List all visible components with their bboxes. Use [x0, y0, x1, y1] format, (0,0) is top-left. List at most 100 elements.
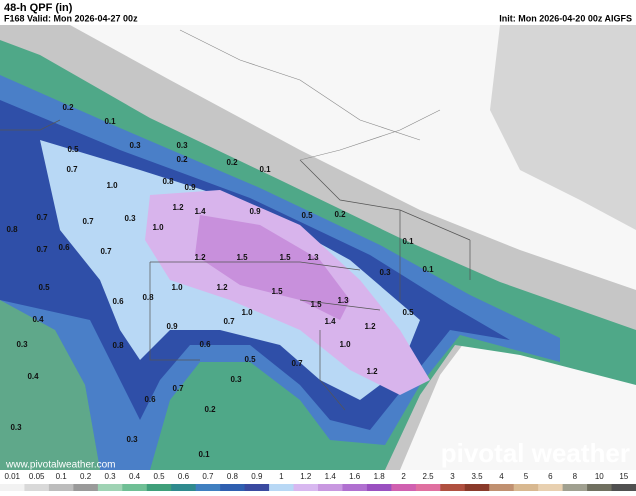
colorbar-swatch — [342, 484, 368, 491]
contour-label: 0.2 — [62, 103, 74, 112]
contour-label: 0.6 — [144, 395, 156, 404]
colorbar-swatch — [513, 484, 539, 491]
contour-label: 0.3 — [10, 423, 22, 432]
contour-label: 0.3 — [230, 375, 242, 384]
colorbar-label: 15 — [619, 472, 628, 481]
colorbar-swatch — [24, 484, 50, 491]
contour-label: 1.5 — [236, 253, 248, 262]
contour-label: 0.2 — [176, 155, 188, 164]
colorbar-swatch — [489, 484, 515, 491]
colorbar: 0.01 0.05 0.1 0.2 0.3 0.4 0.5 0.6 0.7 0.8 0.9 1 1.2 1… — [0, 472, 636, 491]
colorbar-swatch — [464, 484, 490, 491]
colorbar-label: 1.6 — [349, 472, 361, 481]
contour-label: 0.5 — [402, 308, 414, 317]
colorbar-label: 0.3 — [105, 472, 117, 481]
contour-label: 1.2 — [216, 283, 228, 292]
contour-label: 0.4 — [27, 372, 39, 381]
contour-label: 0.9 — [166, 322, 178, 331]
contour-label: 0.3 — [126, 435, 138, 444]
colorbar-swatch — [366, 484, 392, 491]
colorbar-swatch — [538, 484, 564, 491]
contour-label: 0.1 — [104, 117, 116, 126]
colorbar-swatch — [587, 484, 613, 491]
precip-green-sw — [0, 300, 100, 470]
contour-label: 0.5 — [38, 283, 50, 292]
contour-label: 0.7 — [36, 245, 48, 254]
contour-label: 1.2 — [364, 322, 376, 331]
init-time: Init: Mon 2026-04-20 00z AIGFS — [499, 13, 632, 23]
colorbar-label: 0.01 — [4, 472, 20, 481]
colorbar-swatch — [0, 484, 25, 491]
contour-label: 1.0 — [106, 181, 118, 190]
contour-label: 1.3 — [307, 253, 319, 262]
valid-time: F168 Valid: Mon 2026-04-27 00z — [4, 13, 138, 23]
colorbar-label: 3 — [450, 472, 455, 481]
contour-label: 1.2 — [172, 203, 184, 212]
contour-label: 1.2 — [194, 253, 206, 262]
map-labels: 0.2 0.1 0.3 0.3 0.2 0.2 0.1 0.5 0.7 1.0 0.8 0.9 0.7 0… — [6, 103, 434, 459]
website: www.pivotalweather.com — [5, 460, 116, 471]
colorbar-label: 0.4 — [129, 472, 141, 481]
contour-label: 0.8 — [162, 177, 174, 186]
contour-label: 0.3 — [124, 214, 136, 223]
contour-label: 1.3 — [337, 296, 349, 305]
contour-label: 0.6 — [199, 340, 211, 349]
contour-label: 0.9 — [249, 207, 261, 216]
title: 48-h QPF (in) — [4, 2, 73, 14]
colorbar-label: 8 — [573, 472, 578, 481]
contour-label: 0.2 — [334, 210, 346, 219]
contour-label: 0.7 — [223, 317, 235, 326]
colorbar-label: 0.9 — [251, 472, 263, 481]
colorbar-label: 1.2 — [300, 472, 312, 481]
contour-label: 0.5 — [244, 355, 256, 364]
contour-label: 1.4 — [194, 207, 206, 216]
map: 0.2 0.1 0.3 0.3 0.2 0.2 0.1 0.5 0.7 1.0 0.8 0.9 0.7 0… — [0, 25, 636, 470]
contour-label: 0.8 — [112, 341, 124, 350]
colorbar-swatch — [440, 484, 466, 491]
contour-label: 1.5 — [310, 300, 322, 309]
colorbar-swatch — [415, 484, 441, 491]
colorbar-swatch — [391, 484, 417, 491]
colorbar-label: 0.8 — [227, 472, 239, 481]
contour-label: 0.3 — [16, 340, 28, 349]
colorbar-label: 2 — [401, 472, 406, 481]
colorbar-swatch — [293, 484, 319, 491]
contour-label: 0.7 — [172, 384, 184, 393]
colorbar-label: 0.1 — [56, 472, 68, 481]
contour-label: 0.9 — [184, 183, 196, 192]
contour-label: 0.1 — [259, 165, 271, 174]
colorbar-swatch — [97, 484, 123, 491]
contour-label: 1.0 — [171, 283, 183, 292]
colorbar-label: 1 — [279, 472, 284, 481]
colorbar-swatch — [318, 484, 343, 491]
colorbar-swatch — [73, 484, 99, 491]
precip-gray — [490, 25, 636, 230]
contour-label: 1.0 — [152, 223, 164, 232]
contour-label: 1.5 — [279, 253, 291, 262]
header-band — [0, 0, 636, 25]
contour-label: 0.7 — [36, 213, 48, 222]
contour-label: 0.1 — [198, 450, 210, 459]
colorbar-swatch — [269, 484, 295, 491]
contour-label: 0.3 — [379, 268, 391, 277]
contour-label: 0.8 — [6, 225, 18, 234]
contour-label: 1.2 — [366, 367, 378, 376]
colorbar-swatch — [48, 484, 74, 491]
colorbar-label: 0.7 — [202, 472, 214, 481]
colorbar-label: 5 — [524, 472, 529, 481]
colorbar-label: 3.5 — [471, 472, 483, 481]
colorbar-swatch — [146, 484, 172, 491]
colorbar-swatch — [244, 484, 270, 491]
contour-label: 0.5 — [301, 211, 313, 220]
colorbar-label: 0.05 — [29, 472, 45, 481]
colorbar-swatch — [122, 484, 148, 491]
contour-label: 0.8 — [142, 293, 154, 302]
borders — [179, 29, 441, 161]
contour-label: 0.4 — [32, 315, 44, 324]
colorbar-swatch — [611, 484, 636, 491]
contour-label: 0.7 — [82, 217, 94, 226]
contour-label: 0.7 — [100, 247, 112, 256]
colorbar-swatch — [171, 484, 197, 491]
colorbar-label: 1.4 — [325, 472, 337, 481]
